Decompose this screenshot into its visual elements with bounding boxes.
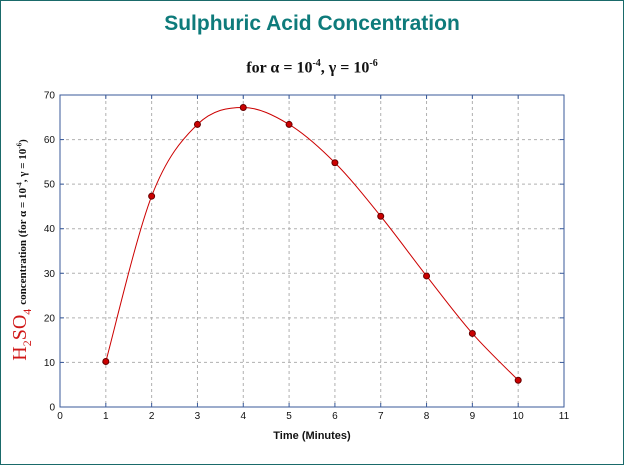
data-point — [102, 358, 110, 366]
tick-layer: 0 1 2 3 4 5 6 7 8 9 10 11 0 10 20 30 40 50 60 70 — [44, 91, 570, 423]
x-axis-label: Time (Minutes) — [273, 430, 351, 442]
x-tick-label: 4 — [240, 411, 246, 422]
x-tick-label: 0 — [57, 411, 63, 422]
y-tick-label: 30 — [44, 269, 56, 280]
subtitle-prefix: for — [246, 59, 267, 77]
subtitle-separator: , — [320, 59, 325, 77]
data-point — [148, 192, 156, 200]
data-point — [423, 272, 431, 280]
y-tick-label: 20 — [44, 313, 56, 324]
chart-title: Sulphuric Acid Concentration — [164, 12, 460, 35]
data-point — [331, 159, 339, 167]
x-tick-label: 10 — [513, 411, 525, 422]
series-layer — [102, 103, 522, 384]
y-tick-label: 10 — [44, 358, 56, 369]
subtitle-alpha-exponent: -4 — [312, 58, 321, 69]
data-point — [377, 212, 385, 220]
grid-layer — [60, 95, 564, 407]
x-tick-label: 11 — [559, 411, 570, 422]
chart-subtitle: for α = 10-4, γ = 10-6 — [0, 58, 624, 77]
x-tick-label: 3 — [195, 411, 201, 422]
y-tick-label: 60 — [44, 135, 56, 146]
y-axis-formula: H2SO4 — [9, 308, 34, 361]
y-tick-label: 70 — [44, 91, 56, 102]
concentration-curve — [105, 106, 519, 381]
x-tick-label: 2 — [149, 411, 155, 422]
x-tick-label: 9 — [470, 411, 476, 422]
data-point — [285, 120, 293, 128]
x-tick-label: 7 — [378, 411, 384, 422]
y-tick-label: 50 — [44, 180, 56, 191]
x-tick-label: 5 — [286, 411, 292, 422]
y-tick-label: 40 — [44, 224, 56, 235]
subtitle-alpha: α = 10 — [270, 59, 313, 77]
data-point — [193, 120, 201, 128]
subtitle-gamma: γ = 10 — [328, 59, 370, 77]
data-point — [239, 103, 247, 111]
plot-area — [59, 94, 565, 408]
y-axis-text: concentration (for α = 10-4, γ = 10-6) — [15, 139, 29, 305]
x-tick-label: 6 — [332, 411, 338, 422]
y-tick-label: 0 — [49, 403, 55, 414]
data-point — [468, 329, 476, 337]
x-tick-label: 8 — [424, 411, 430, 422]
x-tick-label: 1 — [103, 411, 109, 422]
data-point — [514, 376, 522, 384]
subtitle-gamma-exponent: -6 — [369, 58, 378, 69]
